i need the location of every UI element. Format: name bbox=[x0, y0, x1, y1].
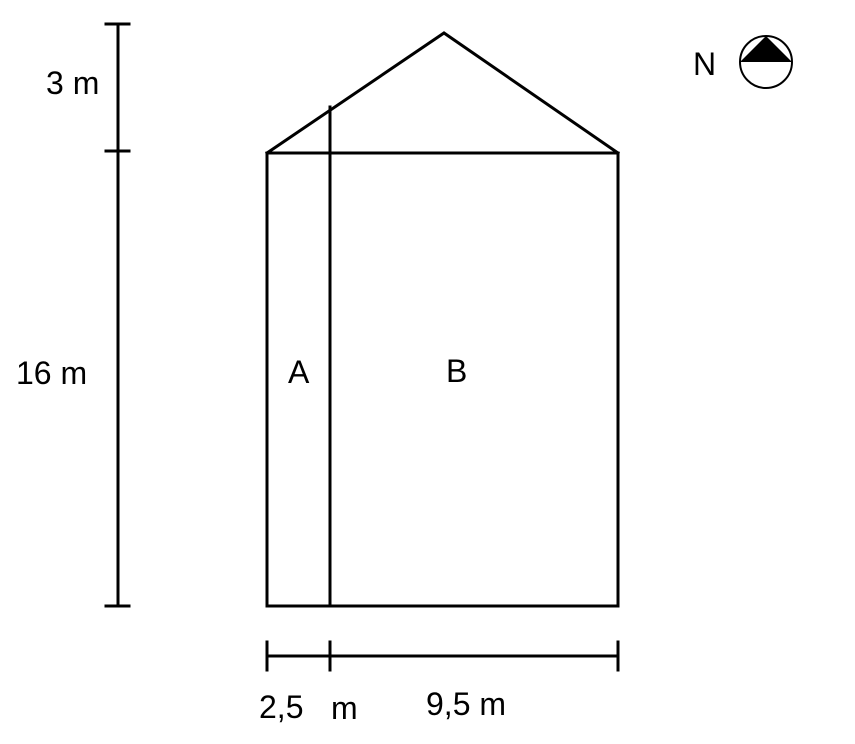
building-rectangle bbox=[265, 151, 620, 608]
north-arrow-icon bbox=[739, 35, 793, 89]
horizontal-dimension bbox=[265, 640, 620, 672]
region-b-label: B bbox=[446, 353, 467, 389]
house-outline bbox=[264, 31, 621, 608]
roof-triangle bbox=[264, 31, 621, 156]
width-a-unit-label: m bbox=[331, 690, 358, 726]
region-a-label: A bbox=[288, 354, 310, 390]
roof-height-label: 3 m bbox=[46, 65, 99, 101]
width-b-label: 9,5 m bbox=[426, 686, 506, 722]
wall-height-label: 16 m bbox=[16, 355, 87, 391]
vertical-dimension bbox=[104, 22, 131, 608]
width-a-label: 2,5 bbox=[259, 689, 303, 725]
compass-north-label: N bbox=[693, 46, 716, 82]
